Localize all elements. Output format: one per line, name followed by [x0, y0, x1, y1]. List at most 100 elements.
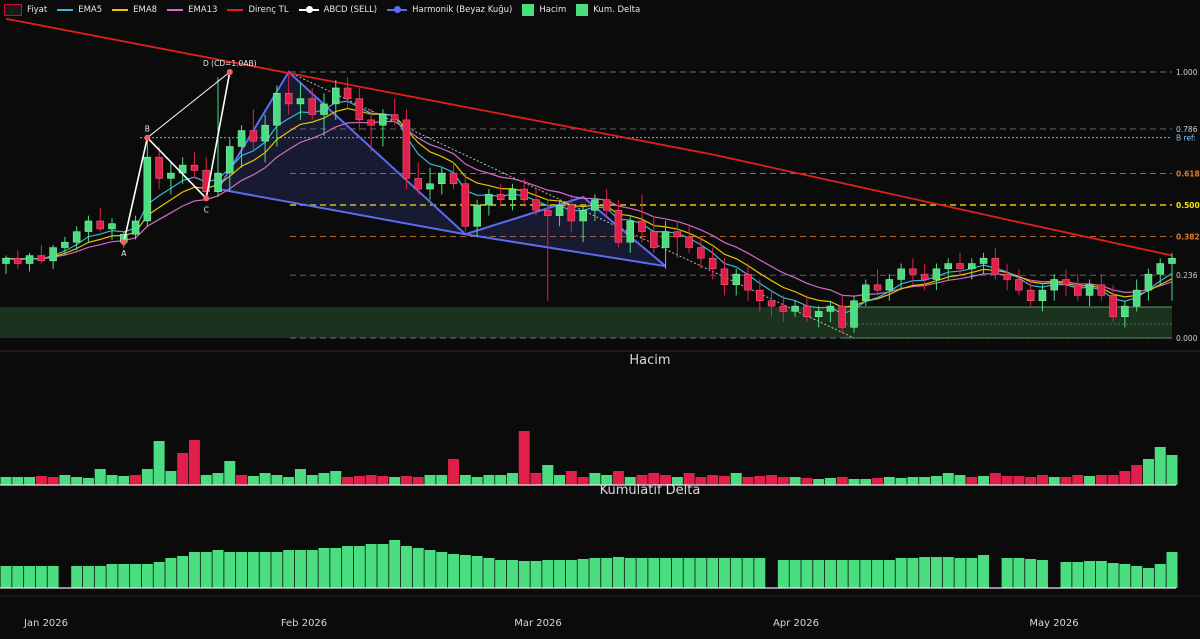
volume-bar — [35, 476, 47, 485]
volume-bar — [448, 459, 460, 485]
delta-bar — [1025, 559, 1037, 588]
volume-bar — [294, 469, 306, 485]
delta-bar — [82, 566, 94, 588]
legend-item[interactable]: EMA5 — [57, 5, 102, 15]
volume-bar — [742, 477, 754, 485]
legend-label: Hacim — [539, 5, 567, 15]
candle-body — [697, 247, 705, 259]
candle-body — [685, 236, 693, 248]
candle-body — [779, 305, 788, 312]
candle-body — [920, 273, 929, 280]
volume-bar — [707, 475, 719, 485]
x-tick-label: Jan 2026 — [23, 618, 68, 629]
candle-body — [96, 220, 104, 230]
volume-bar — [153, 441, 165, 485]
delta-bar — [495, 560, 507, 588]
fib-level-label: 1.000 — [1176, 68, 1198, 77]
candle-body — [508, 188, 517, 200]
abcd-point-label: C — [204, 205, 209, 214]
delta-bar — [330, 548, 342, 588]
abcd-point — [226, 69, 233, 75]
candle-body — [650, 231, 658, 248]
legend-label: EMA5 — [78, 5, 103, 15]
abcd-point — [120, 239, 127, 246]
abcd-pattern-line — [122, 71, 231, 243]
candle-body — [732, 273, 740, 286]
harmonic-xb-line — [217, 188, 466, 236]
dot-line-swatch-icon — [387, 6, 408, 13]
legend-item[interactable]: EMA8 — [112, 5, 157, 15]
candle-body — [237, 130, 246, 147]
volume-bar — [789, 477, 801, 485]
delta-bar — [1060, 562, 1072, 588]
candle-body — [49, 247, 57, 262]
volume-bar — [318, 473, 330, 485]
volume-bar — [624, 477, 636, 485]
candle-body — [473, 204, 481, 227]
volume-bar — [612, 471, 624, 485]
candle-body — [1121, 305, 1129, 317]
candle-body — [708, 257, 717, 270]
fib-level-label: 0.000 — [1176, 334, 1198, 343]
legend-item[interactable]: Fiyat — [4, 4, 47, 16]
delta-bar — [612, 557, 624, 588]
candle-body — [72, 231, 81, 243]
delta-bar — [459, 555, 471, 588]
volume-bar — [648, 473, 660, 485]
fib-level-label: 0.500 — [1176, 201, 1200, 210]
delta-bar — [718, 558, 730, 588]
delta-bar — [671, 558, 683, 588]
dot-line-swatch-icon — [298, 6, 319, 13]
volume-bar — [1154, 447, 1166, 485]
line-swatch-icon — [227, 9, 244, 11]
line-swatch-icon — [57, 9, 74, 11]
volume-bar — [1025, 477, 1037, 485]
candle-body — [402, 119, 411, 179]
candle-body — [226, 146, 234, 174]
volume-bar — [495, 475, 507, 485]
candle-body — [932, 268, 941, 280]
candle-body — [496, 194, 505, 200]
volume-bar — [718, 476, 730, 485]
legend-item[interactable]: Harmonik (Beyaz Kuğu) — [387, 5, 512, 15]
candle-body — [979, 257, 988, 264]
legend: Fiyat EMA5 EMA8 EMA13 Direnç TL ABCD (SELL) Ha… — [4, 2, 640, 18]
delta-bar — [130, 564, 142, 588]
candle-body — [461, 183, 470, 227]
harmonic-bd-line — [465, 233, 666, 268]
volume-bar — [212, 473, 224, 485]
candle-body — [1015, 279, 1023, 291]
volume-bar — [978, 476, 990, 485]
delta-bar — [306, 550, 318, 588]
delta-bar — [907, 558, 919, 588]
delta-bar — [271, 552, 283, 588]
legend-item[interactable]: Direnç TL — [227, 5, 289, 15]
volume-bar — [1060, 477, 1072, 485]
legend-item[interactable]: ABCD (SELL) — [298, 5, 377, 15]
candle-body — [131, 220, 140, 235]
volume-bar — [730, 473, 742, 485]
harmonic-fill — [465, 197, 666, 267]
candle-body — [532, 199, 540, 211]
delta-bar — [506, 560, 518, 588]
candle-body — [873, 284, 882, 291]
legend-item[interactable]: Hacim — [522, 4, 566, 16]
legend-item[interactable]: EMA13 — [167, 5, 217, 15]
candle-body — [1144, 273, 1153, 291]
volume-bar — [1166, 455, 1178, 485]
box-swatch-icon — [522, 4, 535, 16]
harmonic-fill — [218, 72, 466, 235]
delta-bar — [754, 558, 766, 588]
candle-body — [791, 305, 799, 312]
delta-bar — [436, 552, 448, 588]
delta-bar — [1131, 566, 1143, 588]
ema13-line — [5, 120, 1173, 297]
delta-bar — [424, 550, 436, 588]
legend-item[interactable]: Kum. Delta — [576, 4, 640, 16]
support-zone — [0, 307, 1172, 338]
delta-bar — [824, 560, 836, 588]
delta-bar — [1036, 560, 1048, 588]
candle-body — [1038, 289, 1047, 302]
delta-bar — [294, 550, 306, 588]
